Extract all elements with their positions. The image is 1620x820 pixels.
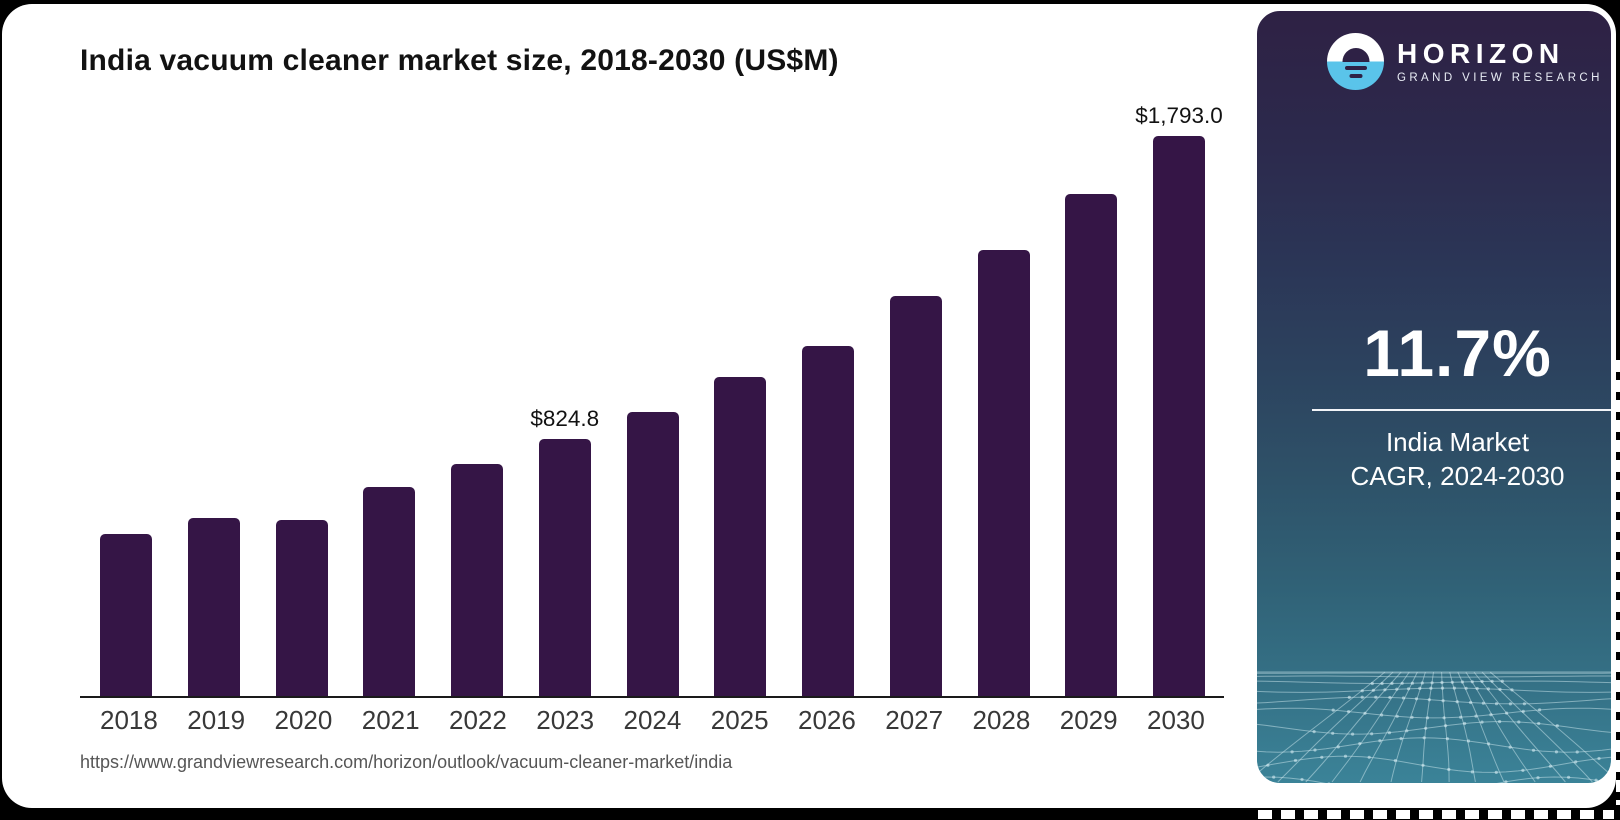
- bar-2023: $824.8: [530, 406, 599, 697]
- bar-2021: [363, 487, 416, 697]
- bar-value-label-2023: $824.8: [530, 406, 600, 431]
- cagr-caption-line1: India Market: [1385, 427, 1530, 457]
- bar-chart: $824.8 $1,793.0: [80, 94, 1224, 697]
- x-axis-line: [80, 696, 1224, 698]
- bar-2028: [977, 250, 1030, 697]
- bar-2024: [626, 412, 679, 697]
- x-axis-label-2030: 2030: [1147, 705, 1205, 735]
- bar-2026: [802, 346, 854, 697]
- x-axis-label-2020: 2020: [274, 705, 333, 735]
- bar-2030: $1,793.0: [1135, 103, 1223, 697]
- x-axis-label-2026: 2026: [798, 705, 856, 735]
- cagr-caption-line2: CAGR, 2024-2030: [1350, 461, 1565, 491]
- x-axis-labels: 2018 2019 2020 2021 2022 2023 2024 2025 2026 2027…: [100, 705, 1205, 736]
- x-axis-label-2027: 2027: [885, 705, 944, 735]
- x-axis-label-2024: 2024: [623, 705, 682, 735]
- right-edge-ticks: [1616, 360, 1620, 805]
- bar-value-label-2030: $1,793.0: [1135, 103, 1223, 128]
- x-axis-label-2028: 2028: [972, 705, 1031, 735]
- bar-2027: [889, 296, 942, 697]
- bar-2019: [187, 518, 240, 697]
- bar-2022: [451, 464, 503, 697]
- brand-logo-row: HORIZON GRAND VIEW RESEARCH: [1327, 33, 1603, 90]
- x-axis-label-2021: 2021: [361, 705, 420, 735]
- wireframe-mesh-graphic: [1257, 671, 1611, 783]
- bar-2020: [275, 520, 328, 697]
- horizon-sunset-icon: [1327, 33, 1384, 90]
- stat-divider: [1312, 409, 1611, 411]
- x-axis-label-2022: 2022: [449, 705, 507, 735]
- chart-title: India vacuum cleaner market size, 2018-2…: [80, 44, 839, 77]
- bar-2018: [100, 534, 152, 697]
- bars-container: $824.8 $1,793.0: [100, 94, 1223, 697]
- x-axis-label-2029: 2029: [1059, 705, 1118, 735]
- brand-text-block: HORIZON GRAND VIEW RESEARCH: [1397, 38, 1603, 85]
- brand-name: HORIZON: [1397, 38, 1565, 69]
- source-url[interactable]: https://www.grandviewresearch.com/horizo…: [80, 752, 733, 772]
- bar-2025: [714, 377, 767, 697]
- sun-icon: [1342, 47, 1369, 62]
- x-axis-label-2019: 2019: [187, 705, 246, 735]
- x-axis-label-2018: 2018: [100, 705, 158, 735]
- x-axis-label-2023: 2023: [536, 705, 595, 735]
- x-axis-label-2025: 2025: [710, 705, 769, 735]
- brand-subtitle: GRAND VIEW RESEARCH: [1397, 72, 1603, 84]
- cagr-value: 11.7%: [1363, 316, 1552, 390]
- bottom-edge-ticks: [1258, 810, 1614, 819]
- cagr-stat-block: 11.7% India Market CAGR, 2024-2030: [1257, 313, 1611, 493]
- bar-2029: [1065, 194, 1118, 697]
- brand-panel: HORIZON GRAND VIEW RESEARCH 11.7% India …: [1254, 8, 1614, 786]
